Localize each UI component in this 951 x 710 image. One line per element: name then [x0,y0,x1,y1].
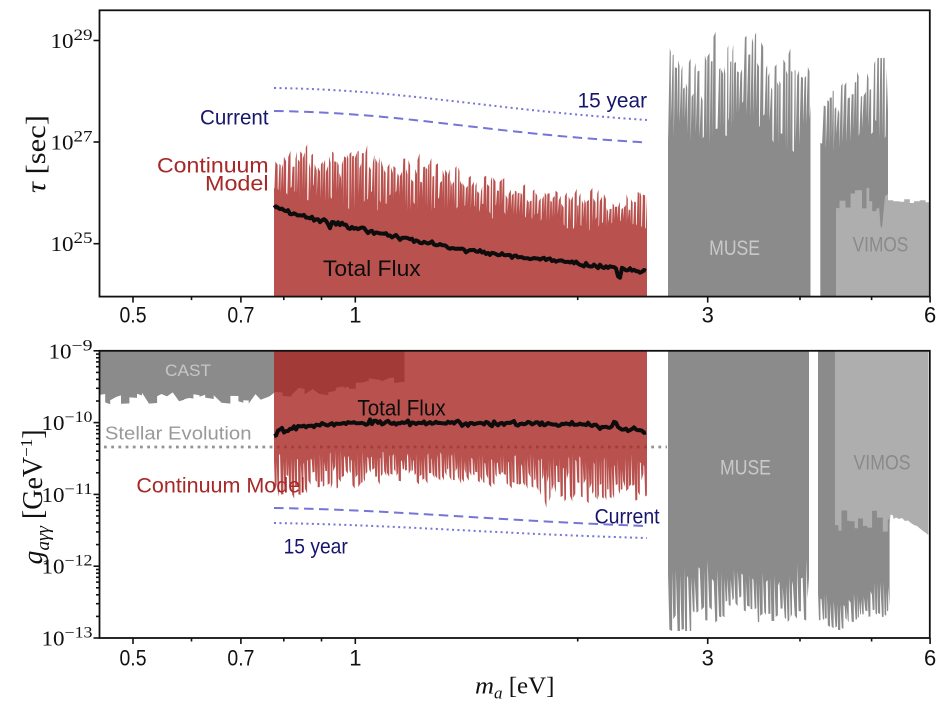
svg-text:MUSE: MUSE [709,237,760,260]
svg-text:0.7: 0.7 [227,646,254,671]
svg-text:15 year: 15 year [284,536,348,559]
svg-text:Model: Model [205,173,269,196]
svg-text:Total Flux: Total Flux [357,396,445,421]
svg-text:3: 3 [702,646,714,671]
svg-text:0.5: 0.5 [120,303,147,328]
svg-text:0.5: 0.5 [120,646,147,671]
svg-text:Total Flux: Total Flux [323,256,421,281]
svg-text:τ [sec]: τ [sec] [21,115,51,193]
svg-text:1025: 1025 [51,230,93,256]
svg-text:VIMOS: VIMOS [854,452,911,475]
svg-text:10−10: 10−10 [42,409,93,435]
svg-text:15 year: 15 year [578,90,647,113]
svg-text:MUSE: MUSE [720,457,771,480]
svg-text:3: 3 [702,303,714,328]
svg-text:1: 1 [349,646,361,671]
svg-text:Current: Current [200,107,269,130]
svg-text:0.7: 0.7 [227,303,254,328]
svg-text:Stellar Evolution: Stellar Evolution [105,423,252,444]
svg-text:CAST: CAST [165,361,211,380]
svg-text:10−9: 10−9 [49,337,93,363]
svg-text:10−12: 10−12 [42,553,93,579]
svg-text:1029: 1029 [51,27,93,53]
svg-text:gaγγ [GeV−1]: gaγγ [GeV−1] [17,429,54,564]
svg-text:10−11: 10−11 [42,481,93,507]
svg-text:10−13: 10−13 [42,625,93,651]
svg-text:1: 1 [349,303,361,328]
svg-text:Current: Current [595,506,660,529]
svg-text:1027: 1027 [51,129,93,155]
svg-text:VIMOS: VIMOS [853,234,909,257]
svg-text:ma [eV]: ma [eV] [475,674,555,703]
svg-text:6: 6 [924,646,936,671]
svg-text:6: 6 [924,303,936,328]
svg-text:Continuum Model: Continuum Model [136,475,305,498]
svg-text:Continuum: Continuum [157,155,269,178]
